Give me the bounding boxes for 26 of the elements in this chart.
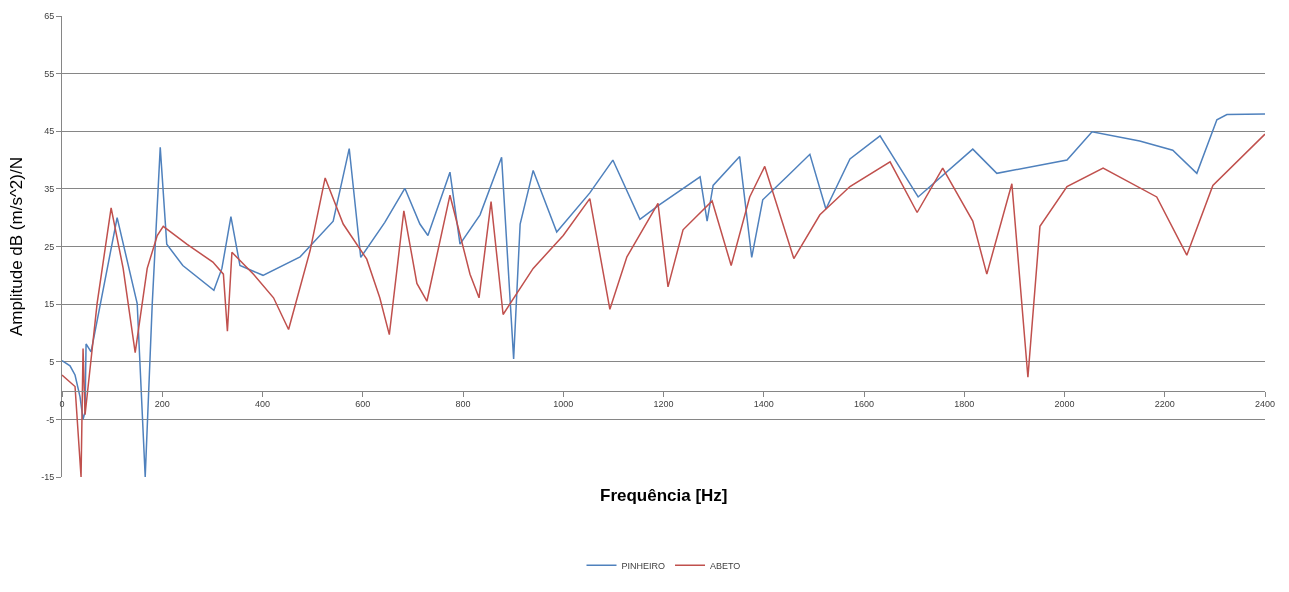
y-tick-label: 25 — [44, 241, 55, 252]
legend-label: PINHEIRO — [621, 560, 666, 571]
x-tick-label: 1200 — [653, 399, 674, 410]
x-tick-label: 1800 — [954, 399, 975, 410]
x-tick-label: 2400 — [1254, 399, 1276, 410]
x-tick-label: 400 — [254, 399, 271, 410]
x-tick-label: 800 — [455, 399, 471, 410]
y-tick-label: 65 — [44, 11, 55, 22]
y-tick-label: 5 — [49, 356, 55, 367]
x-tick-label: 1400 — [753, 399, 774, 410]
x-tick-label: 1000 — [553, 399, 574, 410]
x-axis-title: Frequência [Hz] — [600, 486, 728, 505]
y-axis-title: Amplitude dB (m/s^2)/N — [6, 157, 26, 336]
x-tick-label: 0 — [59, 399, 65, 410]
y-tick-label: -5 — [46, 414, 55, 425]
x-tick-label: 1600 — [853, 399, 875, 410]
legend-label: ABETO — [710, 560, 741, 571]
y-tick-label: 55 — [44, 68, 55, 79]
x-tick-label: 200 — [154, 399, 170, 410]
x-tick-label: 2000 — [1054, 399, 1075, 410]
y-tick-label: 45 — [44, 126, 55, 137]
y-tick-label: -15 — [41, 472, 55, 483]
y-tick-label: 35 — [44, 184, 55, 195]
x-tick-label: 2200 — [1154, 399, 1175, 410]
y-tick-label: 15 — [44, 299, 55, 310]
x-tick-label: 600 — [355, 399, 371, 410]
